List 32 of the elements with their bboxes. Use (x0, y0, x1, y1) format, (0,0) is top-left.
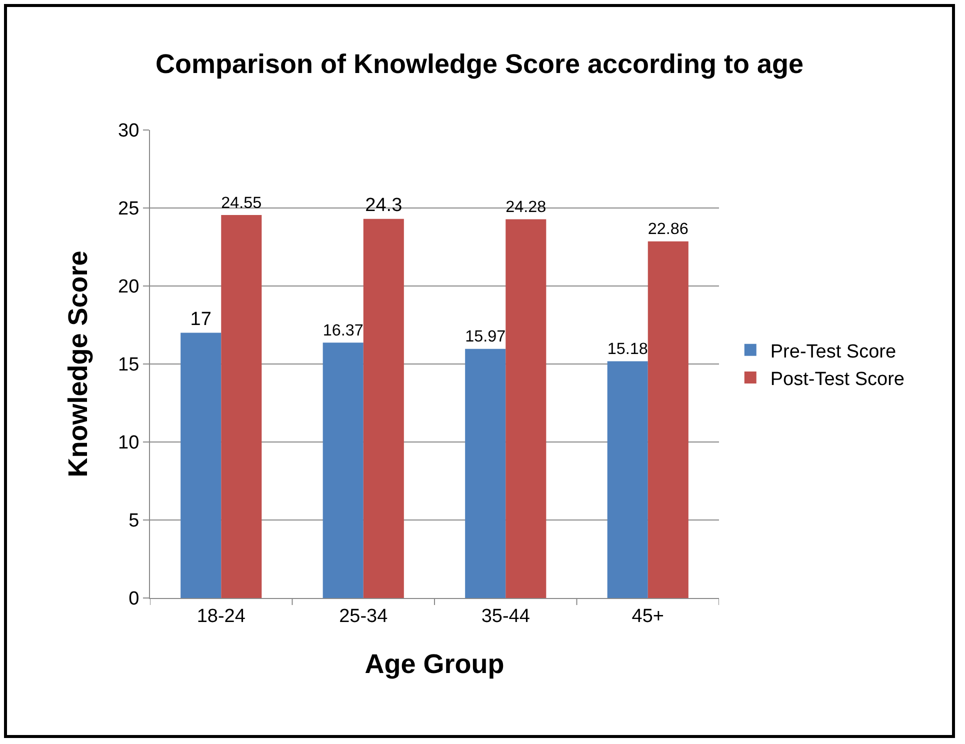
data-label: 24.55 (221, 194, 262, 212)
bar (221, 215, 262, 598)
data-label: 16.37 (322, 321, 364, 340)
x-axis-title: Age Group (364, 649, 504, 680)
x-tick-label: 45+ (632, 606, 664, 627)
y-tick-label: 15 (118, 354, 140, 376)
x-tick-label: 25-34 (339, 606, 388, 627)
y-tick-label: 5 (128, 510, 140, 532)
bar (607, 361, 648, 598)
bar (180, 332, 222, 598)
y-tick-label: 30 (118, 120, 140, 142)
legend-label: Post-Test Score (770, 368, 904, 390)
x-tick-label: 18-24 (196, 606, 246, 627)
y-tick-label: 0 (128, 588, 140, 610)
bar (648, 241, 688, 598)
data-label: 17 (190, 308, 212, 330)
chart-title: Comparison of Knowledge Score according to age (155, 49, 804, 80)
data-label: 15.97 (465, 328, 506, 346)
y-tick-label: 25 (118, 198, 140, 220)
bar (322, 342, 364, 598)
y-axis-title: Knowledge Score (63, 250, 94, 478)
legend-label: Pre-Test Score (770, 341, 896, 362)
bar (465, 348, 506, 598)
data-label: 15.18 (607, 340, 648, 358)
bar (363, 218, 404, 598)
data-label: 22.86 (648, 220, 688, 238)
y-tick-label: 10 (118, 432, 140, 454)
data-label: 24.28 (506, 198, 546, 216)
data-label: 24.3 (365, 194, 402, 216)
y-tick-label: 20 (118, 276, 140, 298)
x-tick-label: 35-44 (481, 606, 530, 627)
bar (506, 219, 546, 598)
